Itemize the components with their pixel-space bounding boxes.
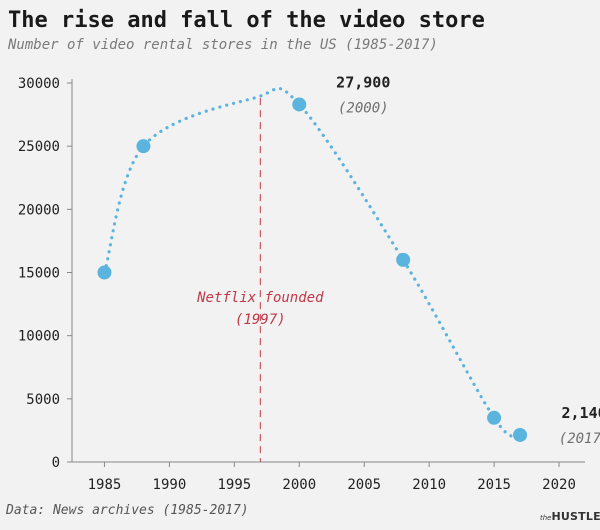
x-tick-label: 1985 [88, 477, 122, 493]
annotation-value: 2,140 [561, 404, 600, 422]
x-tick-label: 2000 [282, 477, 316, 493]
y-tick-label: 15000 [18, 266, 60, 282]
event-label: Netflix founded [196, 290, 324, 306]
x-tick-label: 2020 [542, 477, 576, 493]
y-tick-label: 0 [52, 455, 60, 471]
series-line [102, 86, 522, 438]
chart-title: The rise and fall of the video store [8, 8, 485, 33]
data-point-2017 [513, 427, 528, 442]
x-tick-label: 1990 [153, 477, 187, 493]
annotation-value: 27,900 [336, 73, 390, 91]
y-tick-label: 25000 [18, 139, 60, 155]
x-tick-label: 2010 [412, 477, 446, 493]
data-point-2000 [292, 97, 307, 112]
annotation-year: (2017) [559, 431, 600, 447]
x-tick-label: 1995 [217, 477, 251, 493]
y-tick-label: 20000 [18, 202, 60, 218]
x-tick-label: 2005 [347, 477, 381, 493]
data-source-note: Data: News archives (1985-2017) [6, 503, 249, 518]
annotation-year: (2000) [338, 100, 389, 116]
chart-subtitle: Number of video rental stores in the US … [8, 37, 438, 53]
brand-logo: theHUSTLE [540, 510, 600, 523]
x-tick-label: 2015 [477, 477, 511, 493]
data-point-2008 [396, 252, 411, 267]
y-tick-label: 30000 [18, 76, 60, 92]
data-point-1985 [97, 265, 112, 280]
event-sublabel: (1997) [235, 312, 286, 328]
y-tick-label: 5000 [26, 392, 60, 408]
y-tick-label: 10000 [18, 329, 60, 345]
data-point-2015 [487, 410, 502, 425]
data-point-1988 [136, 139, 151, 154]
